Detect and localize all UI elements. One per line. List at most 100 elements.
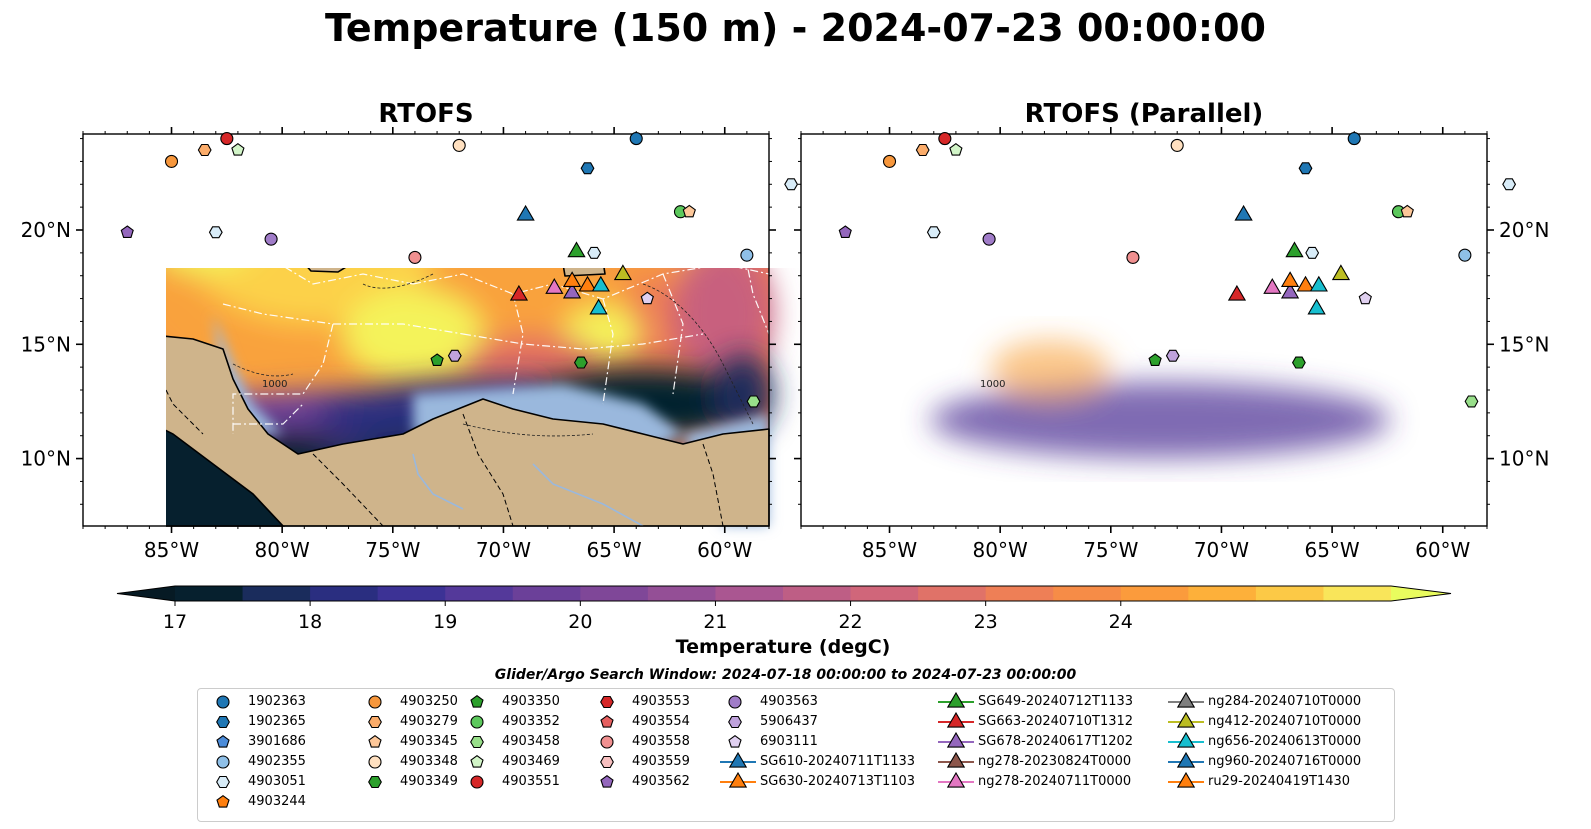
- legend-marker-triangle: [946, 772, 966, 788]
- float-marker-pentagon: [640, 291, 654, 305]
- legend-label: 4903345: [400, 734, 458, 749]
- colorbar-tick-label: 20: [568, 611, 592, 633]
- lat-tick-label: 15°N: [21, 332, 71, 356]
- float-marker-circle: [408, 250, 422, 264]
- float-marker-pentagon: [838, 225, 852, 238]
- float-marker-hexagon: [1298, 162, 1313, 175]
- legend-label: ru29-20240419T1430: [1208, 774, 1351, 789]
- colorbar-label: Temperature (degC): [675, 636, 891, 658]
- legend-label: ng278-20240711T0000: [978, 774, 1132, 789]
- float-marker-triangle: [1285, 241, 1304, 258]
- lon-tick-label: 60°W: [697, 538, 752, 562]
- legend-label: ng412-20240710T0000: [1208, 714, 1362, 729]
- colorbar-bin: [242, 586, 311, 601]
- legend-marker-triangle: [938, 692, 974, 708]
- float-marker-hexagon: [784, 178, 799, 191]
- legend-label: 1902365: [248, 714, 306, 729]
- legend-marker-hexagon: [470, 735, 484, 749]
- legend-marker-circle: [216, 695, 230, 709]
- colorbar-bin: [512, 586, 581, 601]
- legend-marker-circle: [216, 695, 230, 709]
- legend-marker-triangle: [946, 692, 966, 708]
- legend-marker-pentagon: [600, 775, 614, 788]
- float-marker-hexagon: [573, 356, 588, 369]
- legend: 1902363 1902365 3901686 4902355 4903051 49032…: [197, 688, 1395, 822]
- map-panel-rtofs: 1000: [82, 133, 770, 527]
- legend-marker-pentagon: [600, 715, 614, 728]
- legend-marker-triangle: [938, 752, 974, 768]
- colorbar-bin: [1255, 586, 1324, 601]
- legend-marker-pentagon: [368, 735, 382, 748]
- legend-label: 4903469: [502, 754, 560, 769]
- colorbar-tick-label: 24: [1109, 611, 1133, 633]
- legend-marker-circle: [728, 695, 742, 709]
- float-marker-triangle: [1331, 264, 1351, 281]
- colorbar-tick-label: 23: [974, 611, 998, 633]
- legend-marker-circle: [470, 715, 484, 729]
- float-marker-pentagon: [949, 143, 963, 156]
- lon-tick-label: 65°W: [586, 538, 641, 562]
- float-marker-triangle: [589, 298, 608, 315]
- float-marker-hexagon: [1464, 395, 1479, 408]
- colorbar-bin: [580, 586, 649, 601]
- float-marker-triangle: [1280, 282, 1300, 299]
- legend-label: 4903350: [502, 694, 560, 709]
- legend-marker-triangle: [1168, 772, 1204, 788]
- lon-tick-label: 70°W: [476, 538, 531, 562]
- legend-marker-hexagon: [600, 755, 614, 769]
- float-marker-triangle: [591, 275, 610, 292]
- float-marker-hexagon: [1305, 246, 1320, 259]
- contour-label: 1000: [980, 379, 1005, 390]
- lon-tick-label: 85°W: [862, 538, 917, 562]
- float-marker-circle: [1347, 132, 1361, 146]
- figure-title: Temperature (150 m) - 2024-07-23 00:00:0…: [324, 6, 1266, 50]
- float-marker-triangle: [545, 277, 564, 294]
- legend-label: ng278-20230824T0000: [978, 754, 1132, 769]
- float-marker-pentagon: [231, 143, 245, 156]
- float-marker-hexagon: [746, 395, 761, 408]
- colorbar-bin: [1188, 586, 1257, 601]
- colorbar-tick-label: 17: [163, 611, 187, 633]
- legend-marker-hexagon: [216, 715, 230, 729]
- float-marker-circle: [938, 132, 952, 146]
- legend-label: 4903563: [760, 694, 818, 709]
- legend-label: 4903244: [248, 794, 306, 809]
- lat-tick-label: 10°N: [1499, 447, 1549, 471]
- colorbar-bin: [647, 586, 716, 601]
- legend-marker-triangle: [946, 752, 966, 768]
- legend-label: 5906437: [760, 714, 818, 729]
- float-marker-pentagon: [430, 353, 444, 366]
- colorbar-bin: [1120, 586, 1189, 601]
- float-marker-triangle: [1307, 298, 1326, 315]
- legend-marker-pentagon: [470, 755, 484, 768]
- legend-label: 4903348: [400, 754, 458, 769]
- legend-marker-pentagon: [470, 695, 484, 708]
- legend-label: SG663-20240710T1312: [978, 714, 1134, 729]
- legend-label: ng284-20240710T0000: [1208, 694, 1362, 709]
- colorbar-bin: [445, 586, 514, 601]
- legend-marker-hexagon: [368, 715, 382, 729]
- colorbar-bin: [175, 586, 244, 601]
- float-marker-circle: [982, 232, 996, 246]
- float-marker-triangle: [562, 271, 582, 287]
- legend-label: 4903349: [400, 774, 458, 789]
- float-marker-circle: [164, 154, 179, 168]
- lat-tick-label: 15°N: [1499, 332, 1549, 356]
- float-marker-triangle: [567, 241, 586, 258]
- colorbar-tick-label: 19: [433, 611, 457, 633]
- legend-marker-pentagon: [600, 715, 614, 728]
- lon-tick-label: 85°W: [144, 538, 199, 562]
- legend-marker-triangle: [720, 772, 756, 788]
- legend-marker-hexagon: [216, 775, 230, 789]
- colorbar-bin: [715, 586, 784, 601]
- map-panel-rtofs-parallel: 1000: [800, 133, 1488, 527]
- colorbar-bin: [985, 586, 1054, 601]
- legend-marker-circle: [600, 735, 614, 749]
- legend-label: 4903250: [400, 694, 458, 709]
- float-marker-circle: [1170, 138, 1184, 152]
- legend-marker-triangle: [938, 772, 974, 788]
- float-marker-triangle: [1234, 204, 1253, 221]
- legend-marker-triangle: [1176, 752, 1196, 768]
- legend-marker-hexagon: [216, 715, 230, 729]
- legend-marker-triangle: [1168, 752, 1204, 768]
